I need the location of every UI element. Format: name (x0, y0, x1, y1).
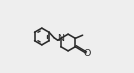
Text: N: N (57, 34, 64, 43)
Text: O: O (83, 49, 91, 58)
